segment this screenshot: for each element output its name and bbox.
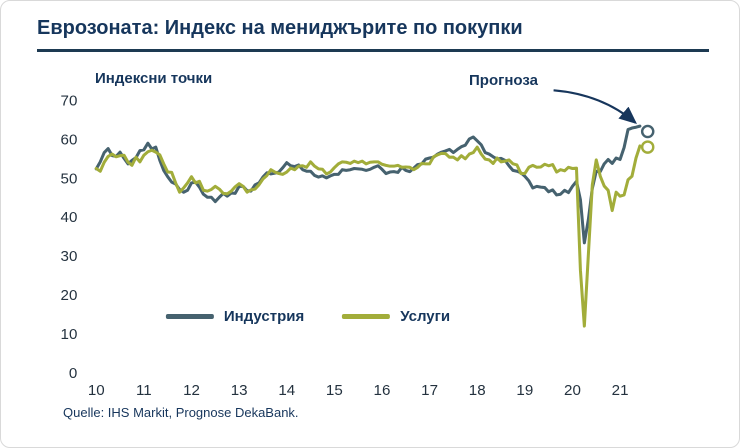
y-tick-label: 60 [61,131,78,148]
y-tick-label: 30 [61,248,78,265]
title-rule [37,49,709,52]
pmi-line-chart: 0 10 20 30 40 50 60 70 10 11 12 13 14 15 16 17 18 19 20 21 [61,89,655,399]
legend-item-industry: Индустрия [165,308,305,325]
y-tick-label: 20 [61,287,78,304]
industry-line [94,124,642,245]
chart-area: 0 10 20 30 40 50 60 70 10 11 12 13 14 15 16 17 18 19 20 21 … [37,56,713,399]
x-tick-label: 21 [612,382,629,399]
legend-label-services: Услуги [400,308,451,325]
x-tick-label: 16 [374,382,391,399]
x-tick-label: 14 [278,382,295,399]
legend-label-industry: Индустрия [223,308,305,325]
forecast-point-services [640,140,655,154]
source-note: Quelle: IHS Markit, Prognose DekaBank. [63,405,299,421]
x-tick-label: 13 [231,382,248,399]
x-tick-label: 18 [469,382,486,399]
y-tick-label: 50 [61,170,78,187]
forecast-label: Прогноза [469,72,538,89]
chart-legend: Индустрия Услуги [165,308,450,325]
x-tick-label: 19 [516,382,533,399]
y-tick-label: 70 [61,92,78,109]
y-tick-label: 40 [61,209,78,226]
forecast-arrow [553,89,637,125]
x-tick-label: 15 [326,382,343,399]
x-tick-label: 17 [421,382,438,399]
x-tick-label: 12 [183,382,200,399]
y-tick-label: 0 [69,365,77,382]
forecast-point-industry [640,124,655,139]
y-tick-label: 10 [61,326,78,343]
services-line [94,144,642,328]
x-tick-label: 10 [88,382,105,399]
x-tick-label: 11 [136,382,152,399]
x-tick-label: 20 [564,382,581,399]
y-axis-unit-label: Индексни точки [95,70,213,87]
legend-swatch-industry [165,314,214,319]
chart-title: Еврозоната: Индекс на мениджърите по пок… [37,17,523,39]
legend-swatch-services [342,314,391,319]
legend-item-services: Услуги [342,308,450,325]
